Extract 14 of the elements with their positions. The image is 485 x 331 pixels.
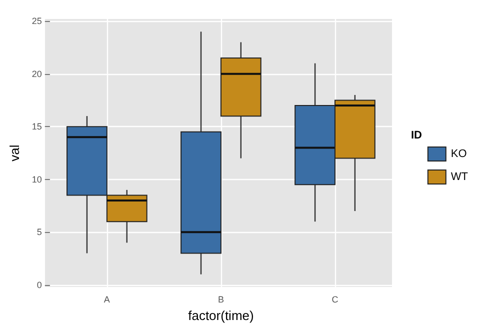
y-tick-label: 5 bbox=[36, 227, 42, 238]
y-tick-label: 15 bbox=[32, 122, 42, 132]
y-axis-title: val bbox=[7, 144, 22, 162]
x-axis-title: factor(time) bbox=[188, 308, 254, 323]
x-tick-label: C bbox=[332, 294, 339, 304]
y-tick-label: 20 bbox=[32, 68, 42, 79]
legend-title: ID bbox=[411, 130, 422, 142]
y-tick-label: 10 bbox=[32, 174, 42, 184]
x-tick-label: B bbox=[218, 294, 224, 304]
legend-label: KO bbox=[450, 148, 468, 160]
y-tick-label: 25 bbox=[32, 16, 42, 26]
x-tick-label: A bbox=[104, 294, 110, 304]
y-tick-label: 0 bbox=[36, 280, 42, 290]
legend-label: WT bbox=[450, 171, 468, 183]
